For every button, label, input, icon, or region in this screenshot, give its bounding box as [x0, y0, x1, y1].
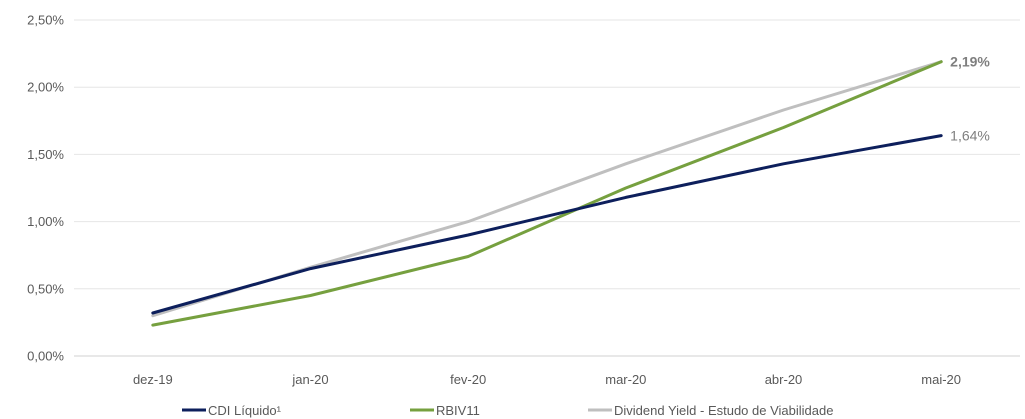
y-tick-label: 1,50% — [27, 147, 64, 162]
series-line — [151, 60, 943, 318]
y-tick-label: 2,50% — [27, 13, 64, 28]
data-label: 2,19% — [950, 54, 990, 70]
y-tick-label: 2,00% — [27, 80, 64, 95]
series-line — [151, 134, 943, 315]
series-line — [151, 60, 943, 327]
y-tick-label: 1,00% — [27, 214, 64, 229]
y-tick-label: 0,50% — [27, 281, 64, 296]
x-tick-label: jan-20 — [291, 372, 328, 387]
x-tick-label: dez-19 — [133, 372, 173, 387]
legend-label: CDI Líquido¹ — [208, 403, 282, 418]
x-tick-label: mai-20 — [921, 372, 961, 387]
legend-label: Dividend Yield - Estudo de Viabilidade — [614, 403, 833, 418]
x-tick-label: mar-20 — [605, 372, 646, 387]
x-tick-label: abr-20 — [765, 372, 803, 387]
legend-label: RBIV11 — [436, 403, 480, 418]
x-tick-label: fev-20 — [450, 372, 486, 387]
y-tick-label: 0,00% — [27, 349, 64, 364]
data-label: 1,64% — [950, 128, 990, 144]
